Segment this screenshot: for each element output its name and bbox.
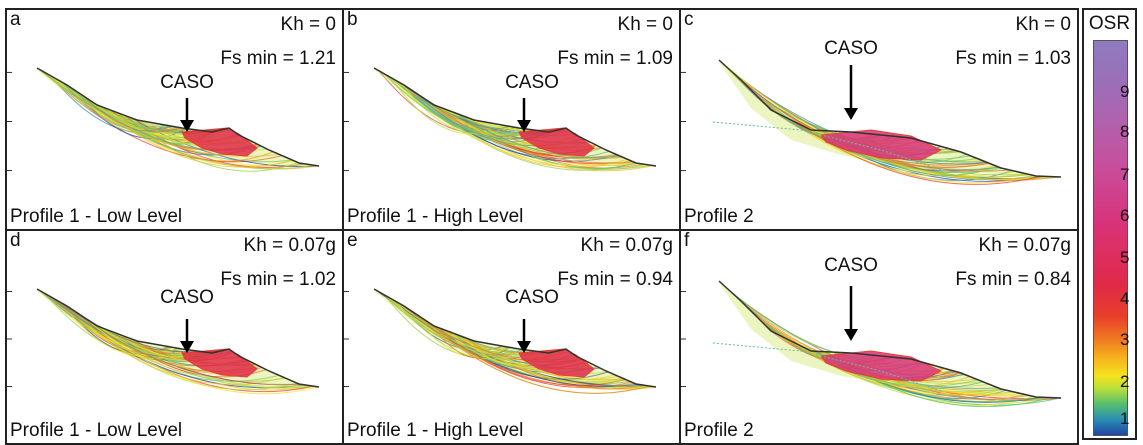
panel-letter: f <box>684 230 689 252</box>
slope-diagram <box>681 231 1079 445</box>
caso-label: CASO <box>160 287 214 309</box>
panel-c: c Kh = 0 Fs min = 1.03 CASO Profile 2 <box>679 8 1079 231</box>
legend-tick: 9 <box>1120 82 1129 102</box>
caso-arrow-head <box>844 108 858 120</box>
profile-label: Profile 1 - High Level <box>347 206 523 228</box>
legend-colorbar: 9 8 7 6 5 4 3 2 1 <box>1093 40 1128 436</box>
panel-letter: d <box>10 230 21 252</box>
panel-letter: a <box>10 9 21 31</box>
caso-label: CASO <box>824 38 878 60</box>
legend-tick: 4 <box>1120 289 1129 309</box>
kh-value: Kh = 0.07g <box>581 235 673 257</box>
caso-arrow-head <box>844 329 858 341</box>
profile-label: Profile 2 <box>684 206 754 228</box>
legend-tick: 5 <box>1120 248 1129 268</box>
caso-label: CASO <box>505 72 559 94</box>
profile-label: Profile 1 - Low Level <box>10 420 182 442</box>
caso-label: CASO <box>824 255 878 277</box>
kh-value: Kh = 0 <box>618 14 673 36</box>
kh-value: Kh = 0.07g <box>244 235 336 257</box>
slope-body <box>719 60 1061 178</box>
slope-body <box>719 281 1061 399</box>
osr-legend: OSR 9 8 7 6 5 4 3 2 1 <box>1082 8 1137 440</box>
profile-label: Profile 1 - High Level <box>347 420 523 442</box>
panel-letter: c <box>684 9 694 31</box>
slope-diagram <box>7 231 344 445</box>
legend-tick: 2 <box>1120 372 1129 392</box>
kh-value: Kh = 0 <box>281 14 336 36</box>
panel-a: a Kh = 0 Fs min = 1.21 CASO Profile 1 - … <box>5 8 344 231</box>
legend-tick: 3 <box>1120 330 1129 350</box>
legend-tick: 1 <box>1120 409 1129 429</box>
panel-b: b Kh = 0 Fs min = 1.09 CASO Profile 1 - … <box>342 8 681 231</box>
fs-min-value: Fs min = 1.21 <box>220 48 336 70</box>
caso-label: CASO <box>160 72 214 94</box>
profile-label: Profile 2 <box>684 420 754 442</box>
panel-f: f Kh = 0.07g Fs min = 0.84 CASO Profile … <box>679 229 1079 445</box>
caso-label: CASO <box>505 287 559 309</box>
legend-title: OSR <box>1084 13 1135 35</box>
fs-min-value: Fs min = 0.94 <box>557 269 673 291</box>
panel-e: e Kh = 0.07g Fs min = 0.94 CASO Profile … <box>342 229 681 445</box>
kh-value: Kh = 0 <box>1016 14 1071 36</box>
fs-min-value: Fs min = 1.02 <box>220 269 336 291</box>
slope-diagram <box>344 231 681 445</box>
legend-tick: 8 <box>1120 122 1129 142</box>
fs-min-value: Fs min = 1.09 <box>557 48 673 70</box>
slope-diagram <box>7 10 344 231</box>
slope-diagram <box>681 10 1079 231</box>
panel-letter: e <box>347 230 358 252</box>
slope-diagram <box>344 10 681 231</box>
legend-tick: 6 <box>1120 206 1129 226</box>
panel-letter: b <box>347 9 358 31</box>
profile-label: Profile 1 - Low Level <box>10 206 182 228</box>
panel-d: d Kh = 0.07g Fs min = 1.02 CASO Profile … <box>5 229 344 445</box>
fs-min-value: Fs min = 1.03 <box>955 48 1071 70</box>
kh-value: Kh = 0.07g <box>979 235 1071 257</box>
legend-tick: 7 <box>1120 165 1129 185</box>
fs-min-value: Fs min = 0.84 <box>955 269 1071 291</box>
